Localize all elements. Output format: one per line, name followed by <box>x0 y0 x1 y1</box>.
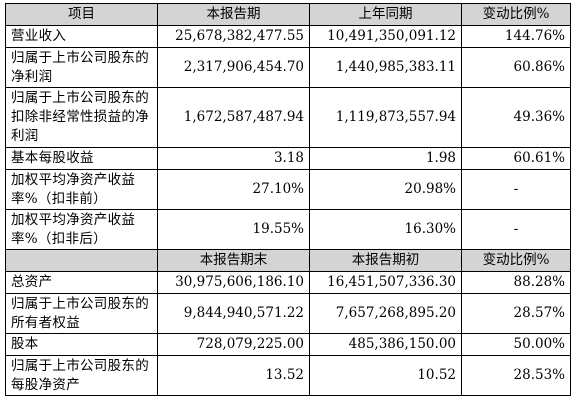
header-prior-period: 上年同期 <box>309 3 462 26</box>
row-label: 归属于上市公司股东的每股净资产 <box>5 355 158 396</box>
current-value: 1,672,587,487.94 <box>157 87 310 148</box>
table-row: 归属于上市公司股东的净利润 2,317,906,454.70 1,440,985… <box>5 47 571 88</box>
table-row: 总资产 30,975,606,186.10 16,451,507,336.30 … <box>5 271 571 294</box>
row-label: 归属于上市公司股东的所有者权益 <box>5 293 158 334</box>
header-period-end: 本报告期末 <box>157 249 310 272</box>
row-label: 归属于上市公司股东的净利润 <box>5 47 158 88</box>
prior-value: 10,491,350,091.12 <box>309 25 462 48</box>
prior-value: 10.52 <box>309 355 462 396</box>
current-value: 3.18 <box>157 147 310 170</box>
header-current-period: 本报告期 <box>157 3 310 26</box>
period-header-row: 项目 本报告期 上年同期 变动比例% <box>5 3 571 26</box>
table-row: 归属于上市公司股东的每股净资产 13.52 10.52 28.53% <box>5 355 571 396</box>
current-value: 27.10% <box>157 169 310 210</box>
prior-value: 20.98% <box>309 169 462 210</box>
header-period-start: 本报告期初 <box>309 249 462 272</box>
row-label: 股本 <box>5 333 158 356</box>
current-value: 30,975,606,186.10 <box>157 271 310 294</box>
header-change-ratio: 变动比例% <box>461 249 571 272</box>
header-item <box>5 249 158 272</box>
change-value: 49.36% <box>461 87 571 148</box>
change-value: - <box>461 169 571 210</box>
row-label: 基本每股收益 <box>5 147 158 170</box>
change-value: 28.57% <box>461 293 571 334</box>
current-value: 2,317,906,454.70 <box>157 47 310 88</box>
row-label: 加权平均净资产收益率%（扣非后） <box>5 209 158 250</box>
table-row: 归属于上市公司股东的所有者权益 9,844,940,571.22 7,657,2… <box>5 293 571 334</box>
table-row: 加权平均净资产收益率%（扣非前） 27.10% 20.98% - <box>5 169 571 210</box>
row-label: 归属于上市公司股东的扣除非经常性损益的净利润 <box>5 87 158 148</box>
change-value: 28.53% <box>461 355 571 396</box>
header-change-ratio: 变动比例% <box>461 3 571 26</box>
change-value: 60.61% <box>461 147 571 170</box>
change-value: 60.86% <box>461 47 571 88</box>
current-value: 25,678,382,477.55 <box>157 25 310 48</box>
prior-value: 1,440,985,383.11 <box>309 47 462 88</box>
change-value: 88.28% <box>461 271 571 294</box>
table-row: 基本每股收益 3.18 1.98 60.61% <box>5 147 571 170</box>
balance-header-row: 本报告期末 本报告期初 变动比例% <box>5 249 571 272</box>
change-value: 50.00% <box>461 333 571 356</box>
current-value: 19.55% <box>157 209 310 250</box>
financial-summary-table: 项目 本报告期 上年同期 变动比例% 营业收入 25,678,382,477.5… <box>5 3 571 396</box>
header-item: 项目 <box>5 3 158 26</box>
prior-value: 16.30% <box>309 209 462 250</box>
prior-value: 485,386,150.00 <box>309 333 462 356</box>
table-row: 归属于上市公司股东的扣除非经常性损益的净利润 1,672,587,487.94 … <box>5 87 571 148</box>
prior-value: 16,451,507,336.30 <box>309 271 462 294</box>
prior-value: 1.98 <box>309 147 462 170</box>
table-row: 营业收入 25,678,382,477.55 10,491,350,091.12… <box>5 25 571 48</box>
current-value: 13.52 <box>157 355 310 396</box>
prior-value: 7,657,268,895.20 <box>309 293 462 334</box>
current-value: 9,844,940,571.22 <box>157 293 310 334</box>
table-row: 股本 728,079,225.00 485,386,150.00 50.00% <box>5 333 571 356</box>
row-label: 总资产 <box>5 271 158 294</box>
row-label: 加权平均净资产收益率%（扣非前） <box>5 169 158 210</box>
change-value: - <box>461 209 571 250</box>
row-label: 营业收入 <box>5 25 158 48</box>
change-value: 144.76% <box>461 25 571 48</box>
current-value: 728,079,225.00 <box>157 333 310 356</box>
prior-value: 1,119,873,557.94 <box>309 87 462 148</box>
table-row: 加权平均净资产收益率%（扣非后） 19.55% 16.30% - <box>5 209 571 250</box>
